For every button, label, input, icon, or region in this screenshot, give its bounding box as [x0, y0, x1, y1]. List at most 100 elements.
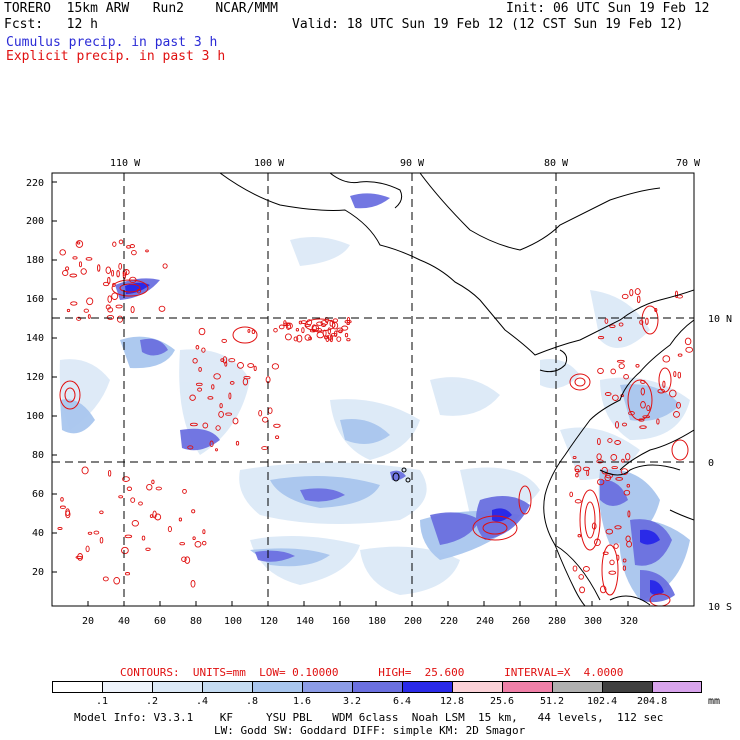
latlon-grid	[52, 173, 694, 606]
x-tick-label: 20	[82, 616, 94, 627]
precip-contour-speck	[115, 304, 123, 309]
precip-contour-speck	[325, 335, 330, 342]
precip-contour-speck	[85, 545, 90, 553]
lon-label-80w: 80 W	[544, 158, 569, 169]
precip-contour-speck	[192, 358, 198, 364]
precip-contour-speck	[329, 335, 333, 343]
precip-contour-speck	[293, 336, 299, 342]
precip-contour-speck	[224, 361, 228, 367]
colorbar-level-label: 6.4	[393, 696, 412, 707]
precip-contour-speck	[59, 249, 66, 256]
precip-contour-speck	[278, 324, 285, 330]
precip-contour-speck	[597, 367, 604, 374]
contour-info: CONTOURS: UNITS=mm LOW= 0.10000 HIGH= 25…	[120, 666, 624, 679]
precip-contour-speck	[232, 417, 239, 425]
precip-contour-speck	[609, 559, 615, 566]
precip-contour-speck	[612, 394, 619, 401]
legend-cumulus: Cumulus precip. in past 3 h	[6, 35, 218, 50]
y-tick-label: 200	[26, 216, 44, 227]
precip-contour-speck	[673, 411, 680, 418]
header-valid-time: Valid: 18 UTC Sun 19 Feb 12 (12 CST Sun …	[292, 17, 684, 32]
precip-colorbar	[52, 681, 702, 693]
precip-contour-speck	[674, 290, 679, 299]
x-tick-label: 280	[548, 616, 566, 627]
precip-contour-speck	[149, 514, 154, 518]
precip-contour-speck	[638, 418, 645, 422]
precip-contour-speck	[201, 347, 206, 353]
precip-contour-speck	[118, 239, 124, 245]
precip-contour-speck	[271, 363, 280, 370]
precip-contour-speck	[275, 435, 280, 440]
precip-contour-speck	[616, 359, 625, 363]
colorbar-swatch	[602, 681, 652, 693]
precip-contour-speck	[577, 534, 582, 538]
precip-contour-speck	[59, 505, 66, 509]
precip-contour-speck	[99, 536, 104, 544]
precip-contour-speck	[662, 355, 671, 363]
precip-contour-speck	[116, 315, 124, 323]
precip-contour-speck	[572, 455, 577, 460]
precip-contour-speck	[582, 566, 590, 572]
precip-contour-speck	[113, 576, 121, 585]
precip-contour-speck	[221, 338, 227, 343]
precip-contour-speck	[220, 358, 225, 362]
colorbar-level-label: 51.2	[540, 696, 565, 707]
precip-contour-speck	[618, 322, 624, 327]
precip-contour-speck	[597, 437, 601, 446]
precip-contour-speck	[107, 469, 112, 477]
precip-contour-speck	[621, 422, 628, 427]
colorbar-swatch	[352, 681, 402, 693]
precip-contour-speck	[604, 318, 609, 324]
header-model-title: TORERO 15km ARW Run2 NCAR/MMM	[4, 1, 278, 16]
precip-contour-speck	[599, 585, 607, 594]
precip-contour-speck	[106, 314, 115, 320]
precip-contour-speck	[179, 542, 186, 546]
precip-contour-speck	[195, 345, 200, 350]
precip-contour-speck	[219, 403, 223, 409]
precip-contour-speck	[639, 425, 647, 429]
colorbar-swatch	[202, 681, 252, 693]
precip-contour-speck	[642, 415, 651, 419]
precip-contour-speck	[267, 407, 273, 414]
precip-contour-speck	[76, 241, 81, 245]
precip-contour-speck	[158, 305, 166, 312]
precip-contour-speck	[611, 466, 618, 470]
precip-contour-speck	[304, 334, 312, 341]
y-tick-label: 120	[26, 372, 44, 383]
lon-label-70w: 70 W	[676, 158, 701, 169]
precip-contour-speck	[634, 288, 641, 296]
precip-contour-speck	[76, 316, 82, 321]
y-tick-label: 20	[32, 567, 44, 578]
precip-contour-speck	[111, 269, 115, 277]
y-tick-label: 80	[32, 450, 44, 461]
precip-contour-speck	[579, 586, 586, 594]
x-tick-label: 100	[224, 616, 242, 627]
precip-contour-speck	[197, 387, 203, 392]
precip-contour-speck	[87, 531, 93, 535]
precip-contour-speck	[578, 574, 584, 580]
precip-contour-speck	[316, 331, 325, 339]
precip-contour-speck	[129, 276, 137, 284]
precip-contour-speck	[676, 401, 681, 409]
precip-contour-speck	[182, 488, 187, 494]
precip-contour-speck	[569, 491, 574, 498]
precip-contour-speck	[656, 418, 660, 425]
precip-contour-speck	[604, 392, 612, 396]
y-tick-label: 180	[26, 255, 44, 266]
precip-contour-speck	[609, 324, 616, 328]
precip-contour-speck	[75, 555, 83, 559]
precip-contour-speck	[66, 308, 71, 313]
precip-contour-speck	[99, 510, 104, 515]
precip-contour-speck	[194, 541, 202, 548]
precip-contour-speck	[261, 446, 268, 451]
precip-contour-speck	[295, 327, 300, 332]
precip-contour-speck	[201, 540, 207, 546]
precip-contour-speck	[677, 371, 682, 379]
footer-physics-info: LW: Godd SW: Goddard DIFF: simple KM: 2D…	[214, 724, 526, 737]
colorbar-level-label: 12.8	[440, 696, 465, 707]
precip-contour-speck	[75, 240, 84, 248]
precip-contour-speck	[628, 411, 635, 416]
precip-contour-speck	[618, 363, 625, 369]
precip-contour-speck	[112, 282, 116, 287]
precip-contour-speck	[308, 336, 312, 341]
